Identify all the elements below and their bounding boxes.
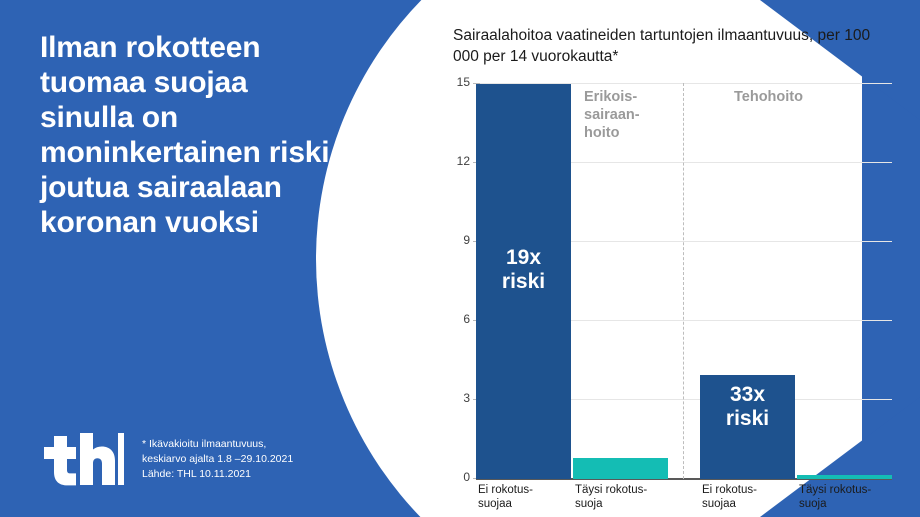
xlabel-3: Täysi rokotus- suoja: [799, 484, 872, 511]
plot-area: 15 12 9 6 3 0 Erikois- sairaan- hoito Te…: [448, 75, 892, 510]
chart-title: Sairaalahoitoa vaatineiden tartuntojen i…: [453, 27, 871, 65]
gridline-6: [476, 320, 892, 321]
footer: * Ikävakioitu ilmaantuvuus, keskiarvo aj…: [40, 431, 293, 487]
annotation-19x-riski: 19x riski: [501, 246, 546, 293]
white-circle-backdrop: [316, 0, 920, 517]
xlabel-1: Täysi rokotus- suoja: [575, 484, 648, 511]
axis-line-zero: [476, 478, 892, 480]
ytick-label-3: 3: [463, 391, 470, 405]
gridline-15: [476, 83, 892, 84]
gridline-3: [476, 399, 892, 400]
xlabel-0: Ei rokotus- suojaa: [478, 484, 533, 511]
ytick-label-15: 15: [456, 75, 470, 89]
headline: Ilman rokotteen tuomaa suojaa sinulla on…: [40, 31, 330, 240]
bar-erikoissairaanhoito-ei-rokotussuojaa[interactable]: [476, 84, 571, 479]
group-divider: [683, 83, 684, 479]
group-label-erikoissairaanhoito: Erikois- sairaan- hoito: [584, 89, 640, 142]
bar-tehohoito-taysi-rokotussuoja[interactable]: [797, 475, 892, 479]
thl-logo: [40, 431, 124, 487]
group-label-tehohoito: Tehohoito: [734, 89, 803, 105]
gridline-9: [476, 241, 892, 242]
chart: Sairaalahoitoa vaatineiden tartuntojen i…: [420, 18, 892, 510]
ytick-label-9: 9: [463, 233, 470, 247]
ytick-label-6: 6: [463, 312, 470, 326]
axis-area: 15 12 9 6 3 0 Erikois- sairaan- hoito Te…: [448, 75, 892, 510]
bar-tehohoito-ei-rokotussuojaa[interactable]: [700, 375, 795, 479]
gridline-12: [476, 162, 892, 163]
bar-erikoissairaanhoito-taysi-rokotussuoja[interactable]: [573, 458, 668, 479]
annotation-33x-riski: 33x riski: [725, 383, 770, 430]
xlabel-2: Ei rokotus- suojaa: [702, 484, 757, 511]
ytick-label-0: 0: [463, 470, 470, 484]
ytick-mark-15: [473, 83, 480, 84]
footnote-text: * Ikävakioitu ilmaantuvuus, keskiarvo aj…: [142, 438, 294, 481]
ytick-label-12: 12: [456, 154, 470, 168]
